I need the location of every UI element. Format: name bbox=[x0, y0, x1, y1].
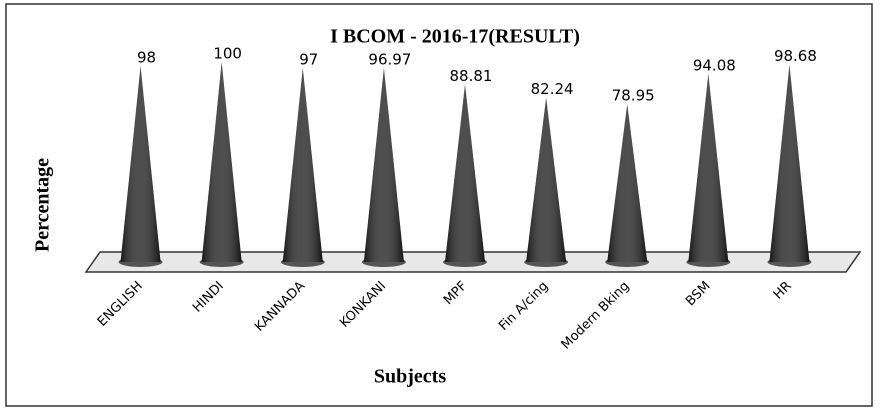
chart-title: I BCOM - 2016-17(RESULT) bbox=[330, 26, 580, 48]
cone-shade bbox=[688, 73, 729, 262]
cone-shade bbox=[201, 62, 242, 262]
value-label: 88.81 bbox=[450, 67, 493, 85]
value-label: 98 bbox=[137, 49, 156, 67]
y-axis-label: Percentage bbox=[32, 158, 54, 252]
cone-shade bbox=[526, 97, 567, 263]
cone-shade bbox=[769, 64, 810, 262]
value-label: 100 bbox=[213, 45, 242, 63]
value-label: 96.97 bbox=[368, 51, 411, 69]
value-label: 82.24 bbox=[531, 80, 574, 98]
x-axis-label: Subjects bbox=[374, 366, 446, 388]
value-label: 98.68 bbox=[774, 47, 817, 65]
cone-shade bbox=[363, 68, 404, 262]
cone-shade bbox=[445, 84, 485, 262]
cone-shade bbox=[282, 68, 323, 262]
cone-shade bbox=[120, 66, 161, 262]
value-label: 78.95 bbox=[612, 87, 655, 105]
value-label: 97 bbox=[299, 51, 318, 69]
value-label: 94.08 bbox=[693, 56, 736, 74]
cone-shade bbox=[607, 104, 648, 262]
